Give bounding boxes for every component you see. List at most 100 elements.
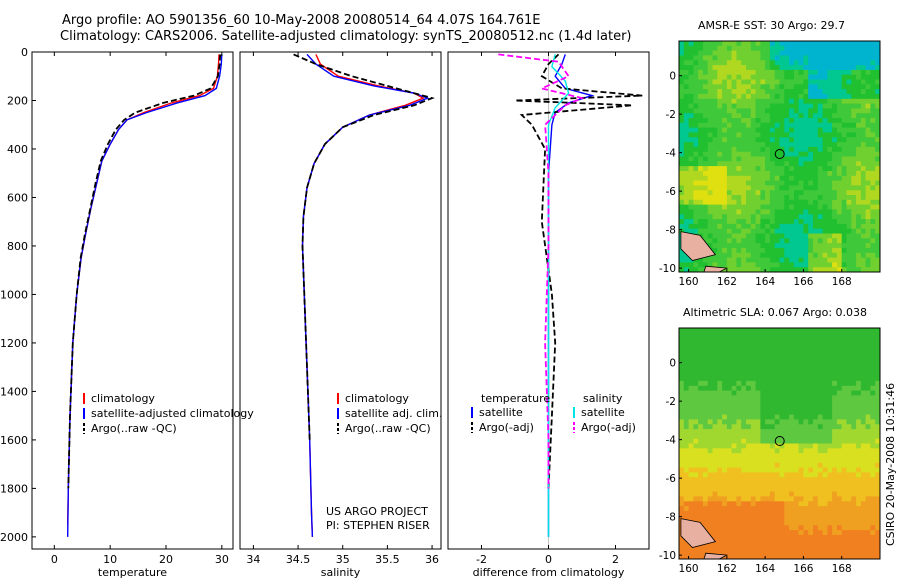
sla-map-cell [841, 501, 848, 507]
sla-map-cell [841, 477, 848, 483]
sst-map-cell [856, 180, 862, 186]
sla-map-cell [798, 477, 804, 483]
sla-map-cell [755, 352, 761, 358]
sst-map-cell [836, 180, 843, 186]
sla-map-cell [784, 419, 790, 425]
sst-map-cell [832, 209, 838, 215]
sla-map-cell [755, 453, 761, 459]
sst-map-cell [860, 195, 867, 201]
sst-map-ytick-label: -8 [666, 225, 676, 237]
sla-map-cell [683, 390, 690, 396]
sla-map-cell [693, 477, 699, 483]
sst-map-cell [822, 113, 828, 119]
sst-map-cell [717, 180, 723, 186]
sla-map-cell [841, 515, 848, 522]
sla-map-cell [841, 525, 848, 531]
sla-map-cell [755, 462, 761, 469]
sla-map-cell [741, 554, 747, 559]
sst-map-cell [755, 257, 761, 263]
sst-map-cell [784, 98, 790, 105]
sst-map-cell [827, 137, 833, 143]
sla-map-cell [702, 371, 709, 377]
sst-map-cell [870, 204, 876, 210]
sla-map-cell [765, 534, 771, 541]
sla-map-cell [846, 380, 852, 387]
sla-map-cell [822, 482, 828, 488]
sla-map-cell [779, 385, 785, 392]
sla-map-cell [793, 380, 800, 387]
sst-map-cell [846, 257, 852, 263]
sla-map-cell [779, 506, 785, 512]
sla-map-cell [856, 453, 862, 459]
sst-map-cell [688, 50, 694, 56]
sst-map-cell [707, 74, 714, 81]
sla-map-cell [698, 419, 704, 425]
sla-map-cell [846, 554, 852, 559]
sla-map-cell [808, 405, 814, 411]
sla-map-cell [846, 332, 852, 339]
sst-map-cell [693, 170, 699, 177]
sla-map-cell [726, 424, 733, 430]
sla-map-cell [746, 486, 752, 493]
sst-map-cell [702, 108, 709, 114]
sst-map-cell [836, 161, 843, 167]
sla-map-cell [836, 496, 843, 502]
sst-map-cell [832, 65, 838, 71]
sst-map-cell [841, 79, 848, 85]
temperature-series-3 [67, 54, 222, 489]
sst-map-cell [755, 84, 761, 90]
sla-map-cell [841, 448, 848, 454]
sst-map-cell [765, 238, 771, 244]
sla-map-cell [712, 472, 718, 478]
sla-map-cell [860, 376, 867, 382]
sst-map-cell [803, 137, 809, 143]
sst-map-cell [765, 214, 771, 220]
sst-map-cell [832, 161, 838, 167]
sla-map-cell [746, 549, 752, 555]
sst-map-cell [808, 84, 814, 90]
sst-map-cell [856, 108, 862, 114]
sla-map-cell [722, 433, 728, 440]
sla-map-cell [726, 390, 733, 396]
sst-map-cell [741, 142, 747, 148]
sst-map-cell [726, 161, 733, 167]
sla-map-cell [702, 332, 709, 339]
sla-map-cell [731, 515, 737, 522]
sst-map-cell [736, 185, 742, 191]
sla-map-cell [741, 482, 747, 488]
sst-map-cell [846, 228, 852, 235]
sst-map-cell [755, 170, 761, 177]
sst-map-cell [760, 175, 766, 182]
sla-map-cell [875, 433, 880, 440]
sst-map-cell [707, 214, 714, 220]
sla-map-cell [827, 352, 833, 358]
sla-map-cell [769, 448, 776, 454]
sla-map-cell [870, 385, 876, 392]
sst-map-cell [784, 65, 790, 71]
sst-map-cell [707, 79, 714, 85]
sst-map-cell [836, 151, 843, 158]
sst-map-cell [774, 195, 781, 201]
sla-map-cell [774, 501, 781, 507]
sst-map-cell [851, 142, 857, 148]
sla-map-cell [693, 352, 699, 358]
sst-map-cell [688, 262, 694, 268]
sla-map-cell [836, 530, 843, 536]
sla-map-cell [683, 486, 690, 493]
sla-map-cell [798, 525, 804, 531]
sst-map-cell [693, 132, 699, 138]
sla-map-cell [789, 554, 795, 559]
sst-map-cell [793, 45, 800, 52]
sst-map-cell [779, 161, 785, 167]
sst-map-cell [832, 267, 838, 272]
sla-map-cell [808, 409, 814, 416]
sla-map-cell [798, 486, 804, 493]
sst-map-cell [707, 238, 714, 244]
sst-map-cell [765, 65, 771, 71]
sst-map-cell [736, 199, 742, 206]
sst-map-title: AMSR-E SST: 30 Argo: 29.7 [698, 19, 846, 32]
sst-map-cell [789, 74, 795, 81]
sla-map-cell [813, 366, 819, 372]
sst-map-cell [698, 127, 704, 133]
sla-map-cell [688, 361, 694, 368]
